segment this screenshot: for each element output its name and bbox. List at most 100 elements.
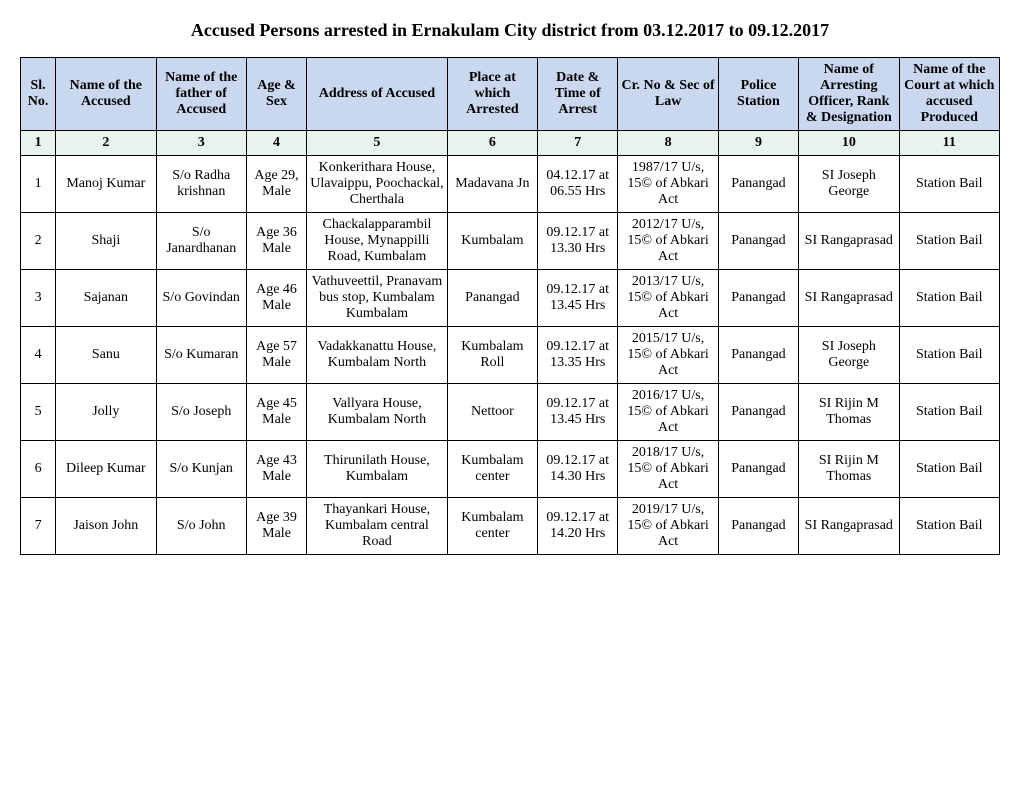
cell-place: Kumbalam Roll	[447, 327, 537, 384]
cell-crno: 2019/17 U/s, 15© of Abkari Act	[618, 498, 718, 555]
cell-place: Madavana Jn	[447, 156, 537, 213]
col-number: 8	[618, 131, 718, 156]
cell-name: Sanu	[56, 327, 156, 384]
cell-datetime: 09.12.17 at 14.30 Hrs	[538, 441, 618, 498]
cell-name: Jolly	[56, 384, 156, 441]
col-header: Name of the Court at which accused Produ…	[899, 58, 999, 131]
cell-court: Station Bail	[899, 441, 999, 498]
cell-name: Dileep Kumar	[56, 441, 156, 498]
cell-crno: 2012/17 U/s, 15© of Abkari Act	[618, 213, 718, 270]
cell-station: Panangad	[718, 441, 798, 498]
cell-father: S/o Govindan	[156, 270, 246, 327]
cell-age: Age 46 Male	[246, 270, 306, 327]
cell-sl: 7	[21, 498, 56, 555]
cell-age: Age 39 Male	[246, 498, 306, 555]
cell-address: Thirunilath House, Kumbalam	[307, 441, 448, 498]
cell-father: S/o Joseph	[156, 384, 246, 441]
table-row: 4SanuS/o KumaranAge 57 MaleVadakkanattu …	[21, 327, 1000, 384]
cell-officer: SI Joseph George	[799, 327, 899, 384]
table-row: 3SajananS/o GovindanAge 46 MaleVathuveet…	[21, 270, 1000, 327]
cell-age: Age 45 Male	[246, 384, 306, 441]
col-number: 6	[447, 131, 537, 156]
cell-sl: 6	[21, 441, 56, 498]
col-number: 7	[538, 131, 618, 156]
cell-station: Panangad	[718, 156, 798, 213]
cell-father: S/o John	[156, 498, 246, 555]
col-header: Place at which Arrested	[447, 58, 537, 131]
cell-station: Panangad	[718, 498, 798, 555]
col-header: Name of the Accused	[56, 58, 156, 131]
cell-age: Age 36 Male	[246, 213, 306, 270]
cell-crno: 2015/17 U/s, 15© of Abkari Act	[618, 327, 718, 384]
col-number: 2	[56, 131, 156, 156]
cell-place: Kumbalam center	[447, 498, 537, 555]
cell-name: Shaji	[56, 213, 156, 270]
cell-officer: SI Rangaprasad	[799, 213, 899, 270]
table-row: 2ShajiS/o JanardhananAge 36 MaleChackala…	[21, 213, 1000, 270]
col-number: 3	[156, 131, 246, 156]
table-row: 5JollyS/o JosephAge 45 MaleVallyara Hous…	[21, 384, 1000, 441]
cell-station: Panangad	[718, 327, 798, 384]
cell-age: Age 29, Male	[246, 156, 306, 213]
cell-crno: 2013/17 U/s, 15© of Abkari Act	[618, 270, 718, 327]
cell-officer: SI Rangaprasad	[799, 498, 899, 555]
cell-address: Vadakkanattu House, Kumbalam North	[307, 327, 448, 384]
cell-officer: SI Joseph George	[799, 156, 899, 213]
cell-crno: 1987/17 U/s, 15© of Abkari Act	[618, 156, 718, 213]
col-header: Sl. No.	[21, 58, 56, 131]
col-number: 1	[21, 131, 56, 156]
col-header: Name of Arresting Officer, Rank & Design…	[799, 58, 899, 131]
table-row: 1Manoj KumarS/o Radha krishnanAge 29, Ma…	[21, 156, 1000, 213]
cell-name: Jaison John	[56, 498, 156, 555]
cell-place: Kumbalam	[447, 213, 537, 270]
page-title: Accused Persons arrested in Ernakulam Ci…	[20, 20, 1000, 41]
cell-station: Panangad	[718, 270, 798, 327]
cell-father: S/o Radha krishnan	[156, 156, 246, 213]
arrest-table: Sl. No. Name of the Accused Name of the …	[20, 57, 1000, 555]
cell-station: Panangad	[718, 213, 798, 270]
cell-datetime: 09.12.17 at 14.20 Hrs	[538, 498, 618, 555]
cell-crno: 2016/17 U/s, 15© of Abkari Act	[618, 384, 718, 441]
cell-address: Thayankari House, Kumbalam central Road	[307, 498, 448, 555]
col-number: 4	[246, 131, 306, 156]
col-header: Name of the father of Accused	[156, 58, 246, 131]
col-header: Address of Accused	[307, 58, 448, 131]
col-header: Cr. No & Sec of Law	[618, 58, 718, 131]
cell-sl: 5	[21, 384, 56, 441]
cell-court: Station Bail	[899, 270, 999, 327]
cell-officer: SI Rijin M Thomas	[799, 384, 899, 441]
col-header: Date & Time of Arrest	[538, 58, 618, 131]
cell-officer: SI Rijin M Thomas	[799, 441, 899, 498]
cell-age: Age 57 Male	[246, 327, 306, 384]
cell-name: Manoj Kumar	[56, 156, 156, 213]
cell-father: S/o Kumaran	[156, 327, 246, 384]
col-number: 10	[799, 131, 899, 156]
cell-name: Sajanan	[56, 270, 156, 327]
cell-datetime: 04.12.17 at 06.55 Hrs	[538, 156, 618, 213]
cell-court: Station Bail	[899, 213, 999, 270]
cell-crno: 2018/17 U/s, 15© of Abkari Act	[618, 441, 718, 498]
cell-court: Station Bail	[899, 384, 999, 441]
cell-datetime: 09.12.17 at 13.35 Hrs	[538, 327, 618, 384]
cell-sl: 3	[21, 270, 56, 327]
header-row: Sl. No. Name of the Accused Name of the …	[21, 58, 1000, 131]
col-header: Police Station	[718, 58, 798, 131]
cell-place: Nettoor	[447, 384, 537, 441]
column-number-row: 1 2 3 4 5 6 7 8 9 10 11	[21, 131, 1000, 156]
col-number: 11	[899, 131, 999, 156]
cell-age: Age 43 Male	[246, 441, 306, 498]
cell-address: Chackalapparambil House, Mynappilli Road…	[307, 213, 448, 270]
cell-court: Station Bail	[899, 498, 999, 555]
cell-court: Station Bail	[899, 156, 999, 213]
cell-court: Station Bail	[899, 327, 999, 384]
table-row: 6Dileep KumarS/o KunjanAge 43 MaleThirun…	[21, 441, 1000, 498]
cell-officer: SI Rangaprasad	[799, 270, 899, 327]
cell-father: S/o Janardhanan	[156, 213, 246, 270]
cell-sl: 2	[21, 213, 56, 270]
cell-address: Vathuveettil, Pranavam bus stop, Kumbala…	[307, 270, 448, 327]
cell-sl: 4	[21, 327, 56, 384]
cell-datetime: 09.12.17 at 13.45 Hrs	[538, 270, 618, 327]
cell-father: S/o Kunjan	[156, 441, 246, 498]
cell-station: Panangad	[718, 384, 798, 441]
cell-place: Kumbalam center	[447, 441, 537, 498]
